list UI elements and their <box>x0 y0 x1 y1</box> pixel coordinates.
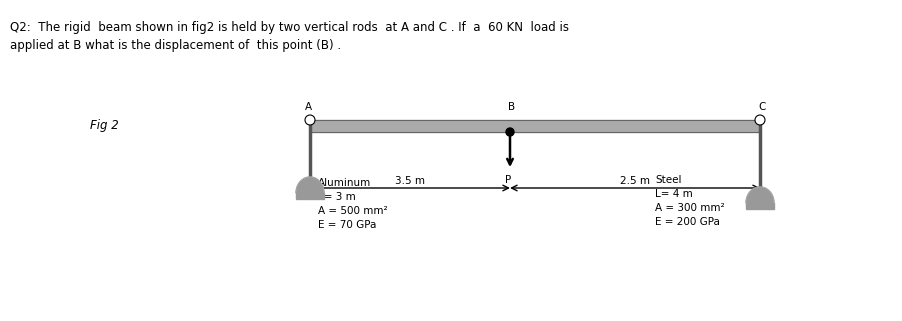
Text: E = 70 GPa: E = 70 GPa <box>318 220 376 230</box>
Text: Steel: Steel <box>654 175 681 185</box>
Polygon shape <box>745 187 773 203</box>
Text: 2.5 m: 2.5 m <box>620 176 649 186</box>
Bar <box>296 193 324 199</box>
Text: C: C <box>758 102 765 112</box>
Circle shape <box>305 115 315 125</box>
Text: P: P <box>504 175 511 185</box>
Text: Aluminum: Aluminum <box>318 178 371 188</box>
Text: applied at B what is the displacement of  this point (B) .: applied at B what is the displacement of… <box>10 39 341 52</box>
Circle shape <box>754 115 764 125</box>
Text: A: A <box>304 102 311 112</box>
Bar <box>309 120 759 132</box>
Text: L= 4 m: L= 4 m <box>654 189 692 199</box>
Polygon shape <box>296 177 324 193</box>
Bar <box>309 120 759 132</box>
Text: B: B <box>508 102 515 112</box>
Text: 3.5 m: 3.5 m <box>394 176 425 186</box>
Text: A = 300 mm²: A = 300 mm² <box>654 203 723 213</box>
Text: Q2:  The rigid  beam shown in fig2 is held by two vertical rods  at A and C . If: Q2: The rigid beam shown in fig2 is held… <box>10 21 568 34</box>
Text: Fig 2: Fig 2 <box>90 119 119 133</box>
Bar <box>745 203 773 209</box>
Text: A = 500 mm²: A = 500 mm² <box>318 206 387 216</box>
Text: L= 3 m: L= 3 m <box>318 192 355 202</box>
Text: E = 200 GPa: E = 200 GPa <box>654 217 719 227</box>
Circle shape <box>505 128 513 136</box>
